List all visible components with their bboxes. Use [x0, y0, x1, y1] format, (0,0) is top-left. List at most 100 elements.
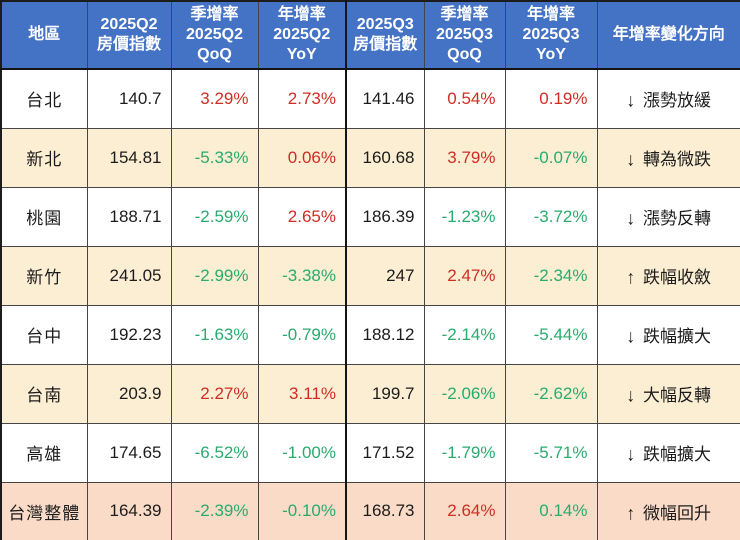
q2-qoq-cell: -2.99% [170, 245, 259, 306]
arrow-down-icon: ↓ [626, 326, 636, 347]
table-row: 高雄 174.65 -6.52% -1.00% 171.52 -1.79% -5.71% ↓ 跌… [0, 422, 740, 483]
region-cell: 台中 [0, 304, 88, 365]
region-cell: 台灣整體 [0, 481, 88, 540]
q3-yoy-cell: -2.62% [504, 363, 598, 424]
direction-label: 跌幅擴大 [643, 327, 711, 346]
q3-index-cell: 188.12 [345, 304, 425, 365]
direction-label: 漲勢反轉 [643, 209, 711, 228]
q3-yoy-cell: 0.14% [504, 481, 598, 540]
region-cell: 高雄 [0, 422, 88, 483]
table-row: 台北 140.7 3.29% 2.73% 141.46 0.54% 0.19% ↓ 漲勢放緩 [0, 68, 740, 129]
arrow-up-icon: ↑ [626, 267, 636, 288]
q3-index-cell: 141.46 [345, 68, 425, 129]
region-cell: 台北 [0, 68, 88, 129]
direction-cell: ↓ 跌幅擴大 [596, 422, 740, 483]
region-cell: 桃園 [0, 186, 88, 247]
q3-index-cell: 168.73 [345, 481, 425, 540]
arrow-down-icon: ↓ [626, 208, 636, 229]
direction-cell: ↑ 微幅回升 [596, 481, 740, 540]
q3-qoq-cell: -1.23% [423, 186, 506, 247]
direction-cell: ↓ 漲勢反轉 [596, 186, 740, 247]
q3-qoq-cell: 2.47% [423, 245, 506, 306]
q2-qoq-cell: -2.59% [170, 186, 259, 247]
region-cell: 新竹 [0, 245, 88, 306]
q2-yoy-cell: 2.73% [257, 68, 347, 129]
column-header-q2-index: 2025Q2 房價指數 [86, 0, 172, 70]
q2-qoq-cell: -2.39% [170, 481, 259, 540]
q2-qoq-cell: -5.33% [170, 127, 259, 188]
direction-label: 大幅反轉 [643, 386, 711, 405]
column-header-q3-yoy: 年增率 2025Q3 YoY [504, 0, 598, 70]
q2-qoq-cell: 3.29% [170, 68, 259, 129]
column-header-region: 地區 [0, 0, 88, 70]
direction-label: 轉為微跌 [643, 150, 711, 169]
table-body: 台北 140.7 3.29% 2.73% 141.46 0.54% 0.19% ↓ 漲勢放緩新北… [0, 68, 740, 540]
q3-yoy-cell: -3.72% [504, 186, 598, 247]
arrow-down-icon: ↓ [626, 444, 636, 465]
q3-qoq-cell: -2.14% [423, 304, 506, 365]
column-header-q2-qoq: 季增率 2025Q2 QoQ [170, 0, 259, 70]
column-header-q3-qoq: 季增率 2025Q3 QoQ [423, 0, 506, 70]
q3-index-cell: 186.39 [345, 186, 425, 247]
q2-yoy-cell: -3.38% [257, 245, 347, 306]
q3-yoy-cell: -2.34% [504, 245, 598, 306]
table-row: 新竹 241.05 -2.99% -3.38% 247 2.47% -2.34% ↑ 跌幅收斂 [0, 245, 740, 306]
q2-index-cell: 203.9 [86, 363, 172, 424]
q2-yoy-cell: 2.65% [257, 186, 347, 247]
column-header-q2-yoy: 年增率 2025Q2 YoY [257, 0, 347, 70]
q3-index-cell: 171.52 [345, 422, 425, 483]
arrow-down-icon: ↓ [626, 385, 636, 406]
table-header-row: 地區 2025Q2 房價指數 季增率 2025Q2 QoQ 年增率 2025Q2… [0, 0, 740, 70]
q2-qoq-cell: -6.52% [170, 422, 259, 483]
q2-index-cell: 192.23 [86, 304, 172, 365]
q2-index-cell: 188.71 [86, 186, 172, 247]
direction-cell: ↑ 跌幅收斂 [596, 245, 740, 306]
table-row: 台灣整體 164.39 -2.39% -0.10% 168.73 2.64% 0.14% ↑ 微… [0, 481, 740, 540]
direction-cell: ↓ 轉為微跌 [596, 127, 740, 188]
table-row: 桃園 188.71 -2.59% 2.65% 186.39 -1.23% -3.72% ↓ 漲勢… [0, 186, 740, 247]
q3-index-cell: 160.68 [345, 127, 425, 188]
table-row: 新北 154.81 -5.33% 0.06% 160.68 3.79% -0.07% ↓ 轉為微… [0, 127, 740, 188]
q2-index-cell: 174.65 [86, 422, 172, 483]
column-header-q3-index: 2025Q3 房價指數 [345, 0, 425, 70]
direction-label: 漲勢放緩 [643, 91, 711, 111]
q2-index-cell: 164.39 [86, 481, 172, 540]
direction-label: 微幅回升 [643, 503, 711, 523]
region-cell: 新北 [0, 127, 88, 188]
arrow-down-icon: ↓ [626, 149, 636, 170]
q3-qoq-cell: -2.06% [423, 363, 506, 424]
column-header-yoy-direction: 年增率變化方向 [596, 0, 740, 70]
direction-cell: ↓ 漲勢放緩 [596, 68, 740, 129]
q2-index-cell: 140.7 [86, 68, 172, 129]
q3-qoq-cell: 2.64% [423, 481, 506, 540]
q2-index-cell: 241.05 [86, 245, 172, 306]
q2-yoy-cell: -0.79% [257, 304, 347, 365]
arrow-down-icon: ↓ [626, 90, 636, 112]
q2-yoy-cell: 3.11% [257, 363, 347, 424]
q2-yoy-cell: -0.10% [257, 481, 347, 540]
table-row: 台中 192.23 -1.63% -0.79% 188.12 -2.14% -5.44% ↓ 跌… [0, 304, 740, 365]
direction-cell: ↓ 大幅反轉 [596, 363, 740, 424]
table-row: 台南 203.9 2.27% 3.11% 199.7 -2.06% -2.62% ↓ 大幅反轉 [0, 363, 740, 424]
q3-yoy-cell: -5.71% [504, 422, 598, 483]
q3-yoy-cell: -5.44% [504, 304, 598, 365]
q3-qoq-cell: 0.54% [423, 68, 506, 129]
arrow-up-icon: ↑ [626, 502, 636, 524]
q2-index-cell: 154.81 [86, 127, 172, 188]
q3-index-cell: 247 [345, 245, 425, 306]
direction-cell: ↓ 跌幅擴大 [596, 304, 740, 365]
q3-qoq-cell: 3.79% [423, 127, 506, 188]
direction-label: 跌幅收斂 [643, 268, 711, 287]
q3-qoq-cell: -1.79% [423, 422, 506, 483]
region-cell: 台南 [0, 363, 88, 424]
q3-yoy-cell: 0.19% [504, 68, 598, 129]
q2-yoy-cell: -1.00% [257, 422, 347, 483]
q2-qoq-cell: -1.63% [170, 304, 259, 365]
q2-qoq-cell: 2.27% [170, 363, 259, 424]
q3-yoy-cell: -0.07% [504, 127, 598, 188]
q2-yoy-cell: 0.06% [257, 127, 347, 188]
direction-label: 跌幅擴大 [643, 445, 711, 464]
q3-index-cell: 199.7 [345, 363, 425, 424]
